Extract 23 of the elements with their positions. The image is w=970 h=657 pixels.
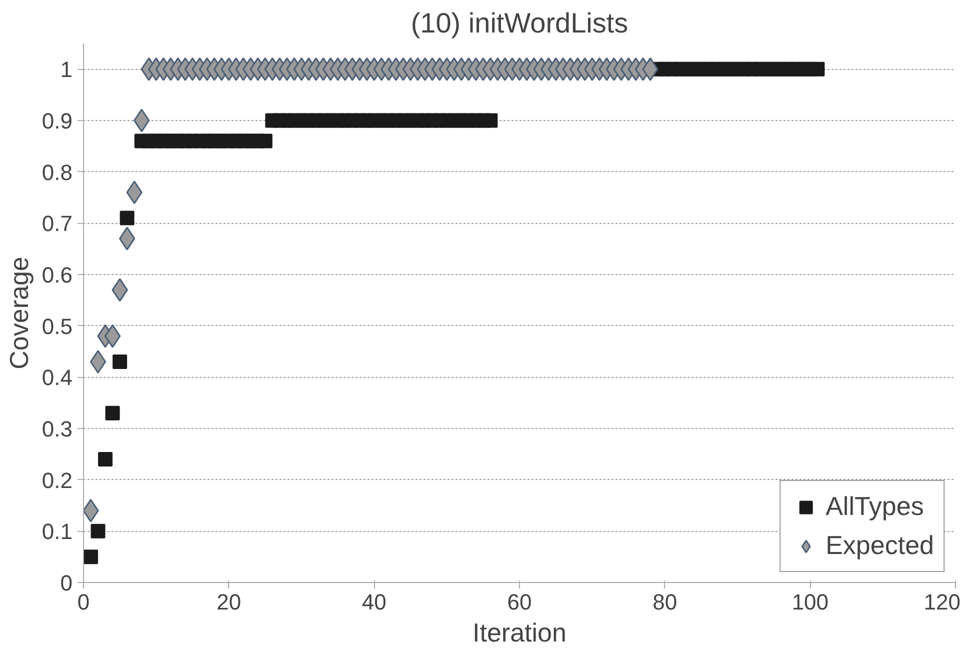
x-tick-label: 0 xyxy=(77,590,90,614)
chart-title: (10) initWordLists xyxy=(410,8,628,38)
x-axis-title: Iteration xyxy=(472,618,566,648)
y-tick-label: 0.2 xyxy=(42,468,73,493)
legend-label: Expected xyxy=(826,530,934,561)
y-tick-label: 0.6 xyxy=(42,262,73,288)
x-tick-label: 120 xyxy=(924,590,961,614)
y-tick-label: 0.5 xyxy=(42,314,73,339)
x-tick-label: 100 xyxy=(792,590,829,614)
y-tick-label: 0.7 xyxy=(42,211,73,236)
y-tick-label: 0.8 xyxy=(42,160,73,185)
y-tick-label: 0.4 xyxy=(42,365,73,390)
y-tick-label: 0.1 xyxy=(42,519,73,544)
y-tick-label: 0.9 xyxy=(42,108,73,134)
legend-label: AllTypes xyxy=(826,491,924,522)
x-tick-label: 80 xyxy=(652,590,678,614)
x-tick-label: 60 xyxy=(507,590,532,614)
y-tick-label: 1 xyxy=(60,57,73,82)
y-axis-title: Coverage xyxy=(4,256,34,370)
x-tick-label: 40 xyxy=(362,590,386,614)
y-tick-label: 0.3 xyxy=(42,416,73,442)
x-tick-label: 20 xyxy=(216,590,242,614)
y-tick-label: 0 xyxy=(60,570,73,596)
